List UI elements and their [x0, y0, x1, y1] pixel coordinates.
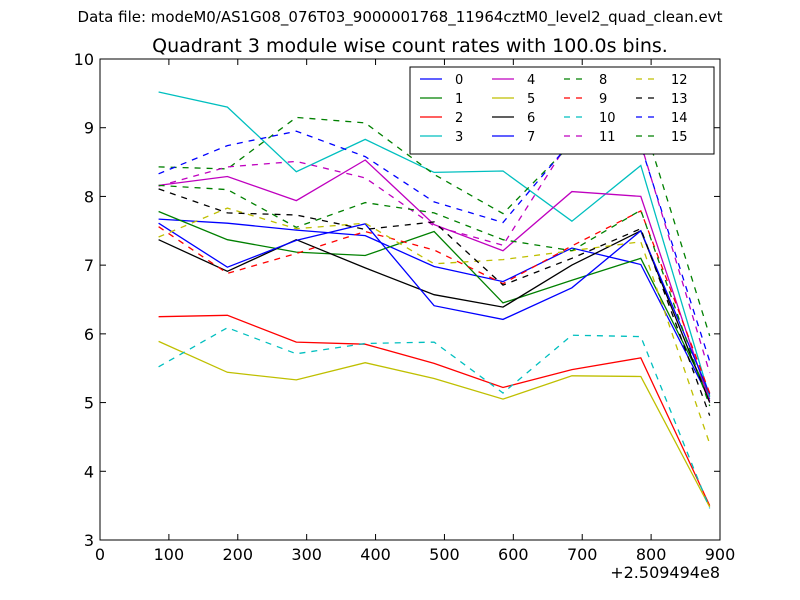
legend-label-6: 6: [527, 111, 535, 126]
series-line-7: [158, 222, 711, 395]
y-tick-label: 9: [84, 119, 94, 138]
x-tick-label: 100: [154, 545, 185, 564]
legend-label-3: 3: [455, 130, 463, 145]
x-tick-label: 400: [360, 545, 391, 564]
series-line-12: [158, 207, 711, 445]
x-tick-label: 800: [636, 545, 667, 564]
x-tick-label: 500: [429, 545, 460, 564]
series-line-6: [158, 229, 711, 403]
series-line-10: [158, 326, 711, 509]
chart-title: Quadrant 3 module wise count rates with …: [152, 35, 668, 57]
x-tick-label: 900: [705, 545, 736, 564]
y-tick-label: 8: [84, 187, 94, 206]
legend-label-9: 9: [599, 92, 607, 107]
series-line-13: [158, 188, 711, 416]
x-tick-label: 300: [291, 545, 322, 564]
y-tick-label: 7: [84, 256, 94, 275]
y-tick-label: 5: [84, 394, 94, 413]
legend-label-15: 15: [671, 130, 688, 145]
legend-label-12: 12: [671, 73, 688, 88]
x-tick-label: 700: [567, 545, 598, 564]
legend-label-8: 8: [599, 73, 607, 88]
legend-label-1: 1: [455, 92, 463, 107]
y-tick-label: 6: [84, 325, 94, 344]
series-line-0: [158, 218, 711, 400]
series-line-15: [158, 184, 711, 407]
x-tick-label: 600: [498, 545, 529, 564]
legend-label-14: 14: [671, 111, 688, 126]
legend-label-2: 2: [455, 111, 463, 126]
series-line-2: [158, 314, 711, 506]
legend-label-0: 0: [455, 73, 463, 88]
legend-label-11: 11: [599, 130, 616, 145]
legend-label-10: 10: [599, 111, 616, 126]
legend-box: [409, 66, 715, 155]
series-line-5: [158, 340, 711, 508]
legend-label-13: 13: [671, 92, 688, 107]
legend-label-5: 5: [527, 92, 535, 107]
x-tick-label: 200: [223, 545, 254, 564]
y-tick-label: 3: [84, 531, 94, 550]
chart-suptitle: Data file: modeM0/AS1G08_076T03_90000017…: [77, 8, 723, 26]
legend-label-4: 4: [527, 73, 535, 88]
series-line-9: [158, 209, 711, 394]
x-tick-label: 0: [95, 545, 105, 564]
y-tick-label: 10: [74, 50, 94, 69]
series-line-3: [158, 91, 711, 398]
series-line-8: [158, 113, 711, 337]
legend-label-7: 7: [527, 130, 535, 145]
series-line-1: [158, 210, 711, 396]
plot-frame: [99, 58, 721, 541]
series-line-14: [158, 130, 711, 362]
x-offset-label: +2.509494e8: [610, 563, 720, 582]
series-line-4: [158, 159, 711, 402]
y-tick-label: 4: [84, 462, 94, 481]
